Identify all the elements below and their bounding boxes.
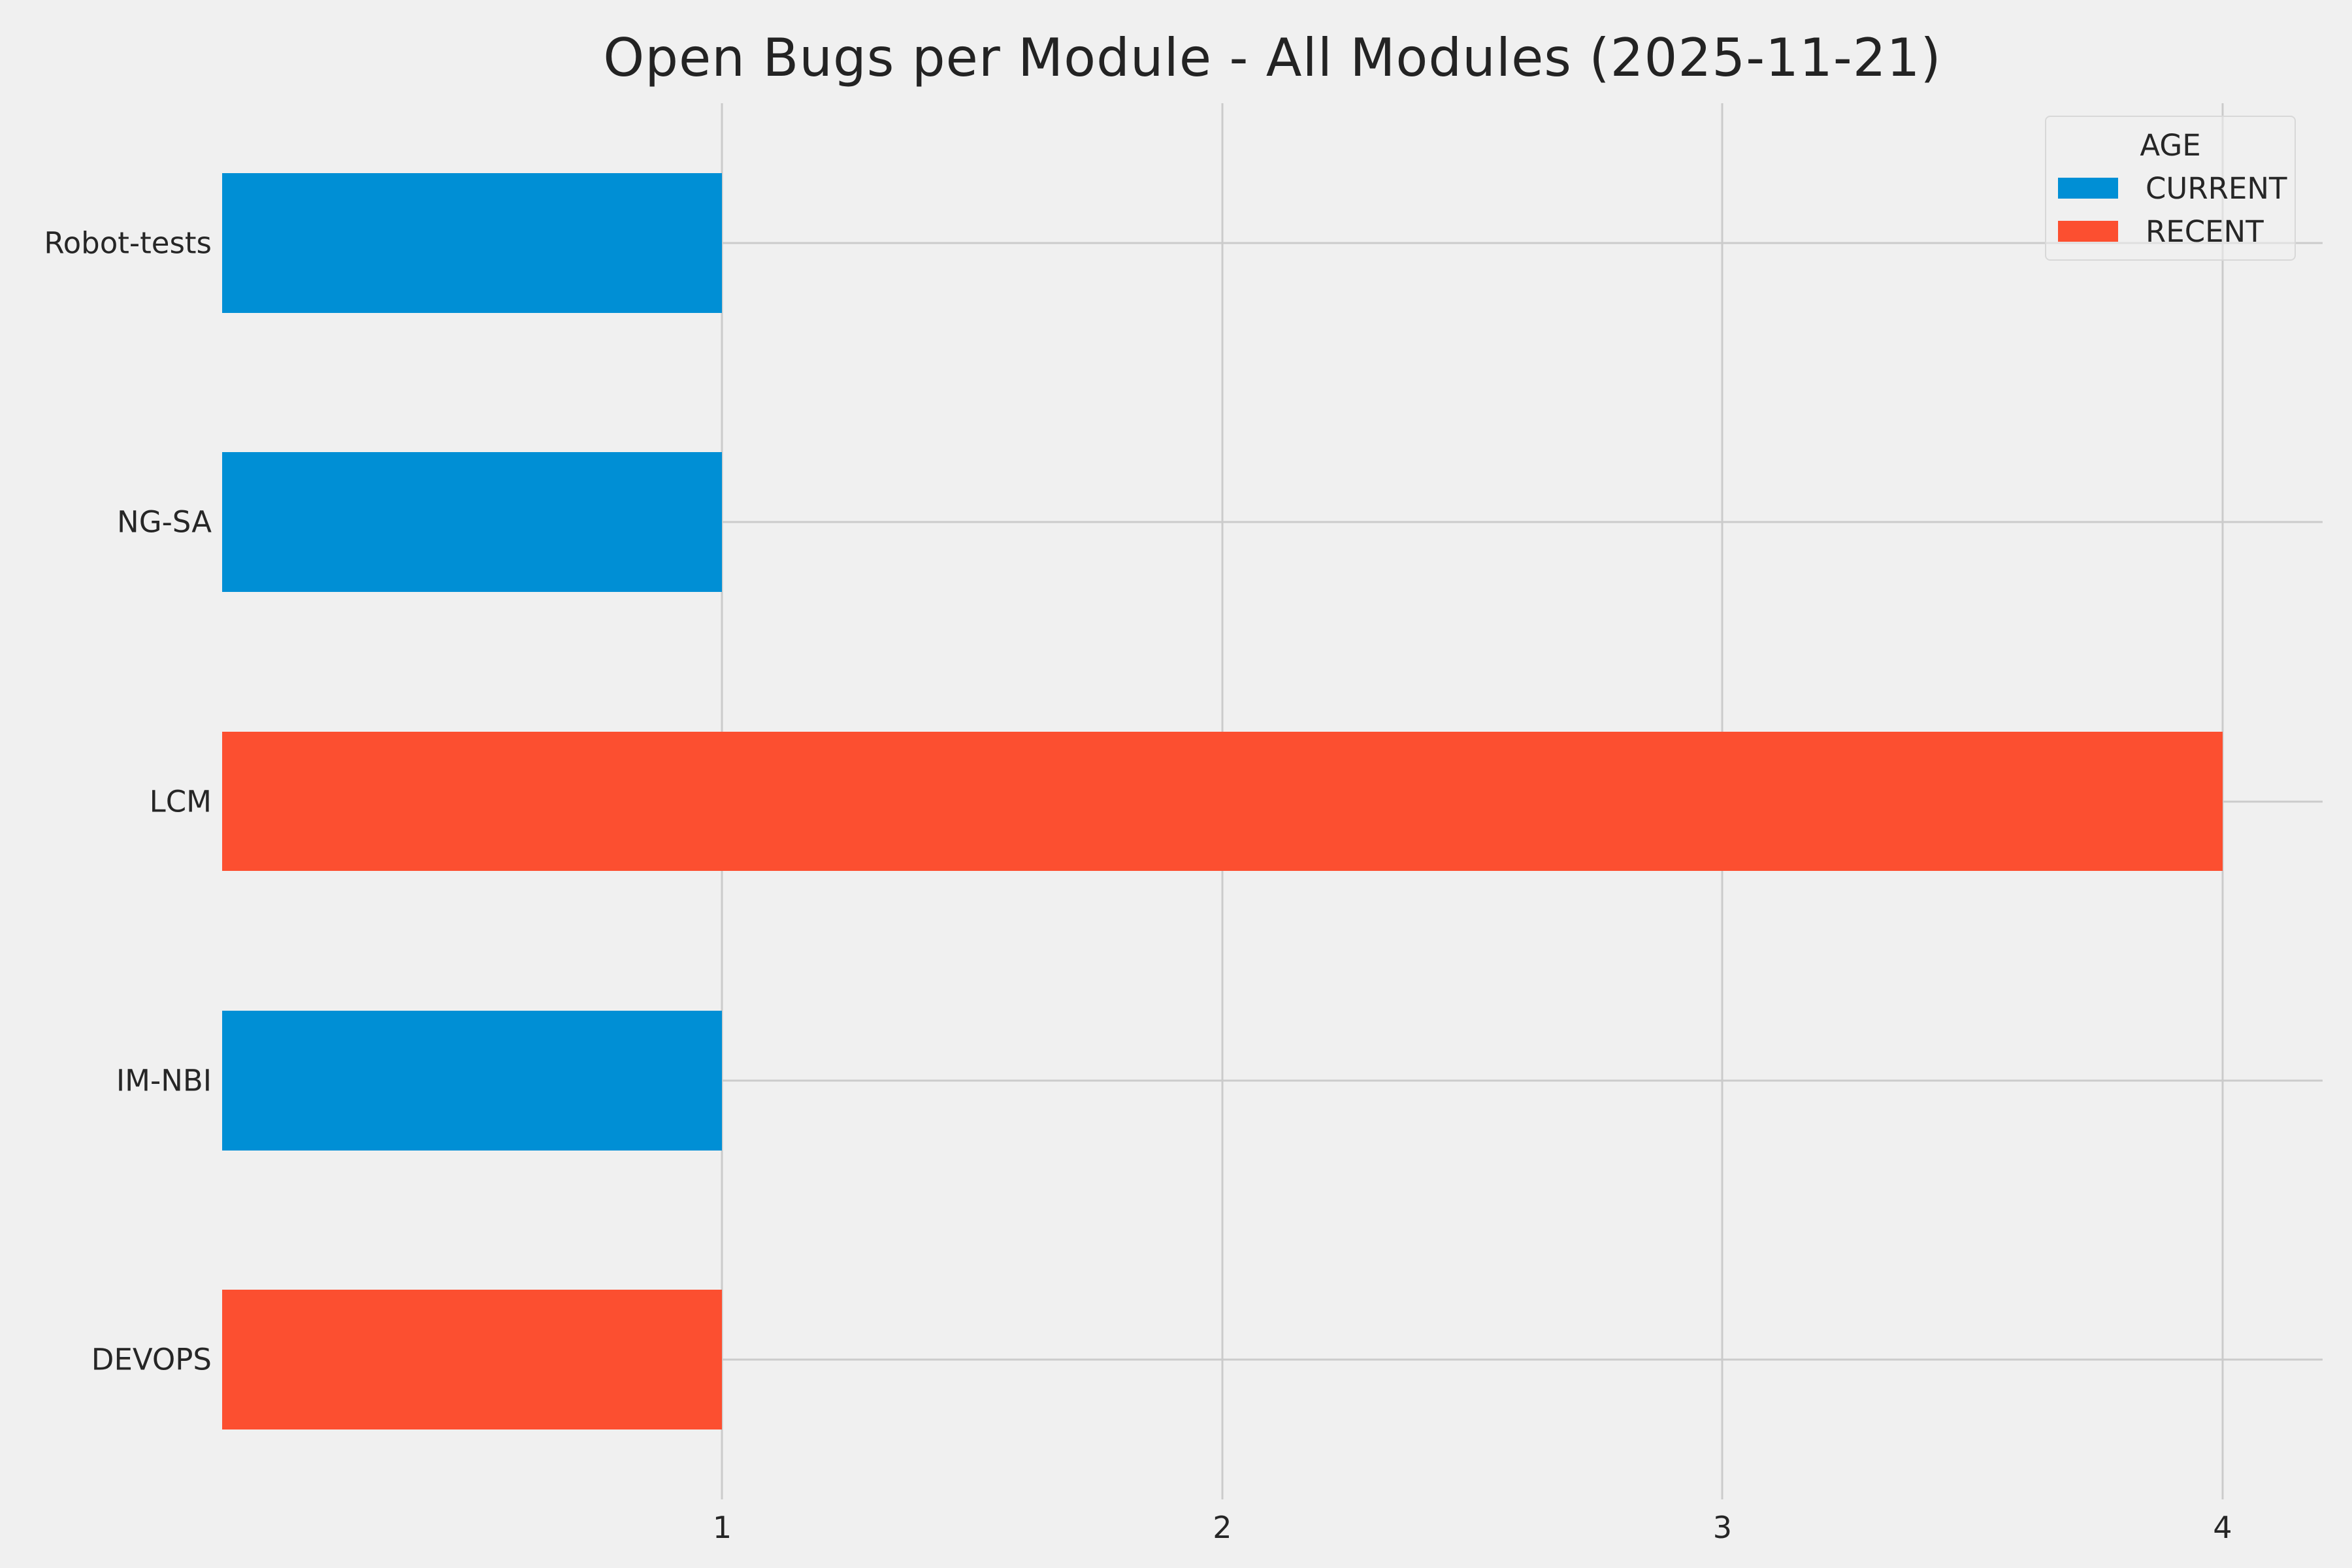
legend-entry-current: CURRENT: [2046, 171, 2295, 206]
y-axis-label: DEVOPS: [91, 1342, 212, 1377]
x-tick-label: 3: [1712, 1510, 1733, 1545]
y-axis-label: NG-SA: [117, 504, 212, 540]
bar-im-nbi: [222, 1011, 723, 1151]
bar-lcm: [222, 731, 2223, 872]
bar-devops: [222, 1290, 723, 1430]
legend-entry-recent: RECENT: [2046, 214, 2295, 249]
bar-robot-tests: [222, 172, 723, 313]
bar-ng-sa: [222, 452, 723, 592]
legend-label: CURRENT: [2146, 171, 2287, 206]
x-tick-label: 4: [2213, 1510, 2232, 1545]
axes: 1 2 3 4 Robot-tests NG-SA LCM IM-NBI DEVOPS: [44, 103, 2323, 1545]
x-tick-label: 2: [1213, 1510, 1232, 1545]
chart-title: Open Bugs per Module - All Modules (2025…: [603, 27, 1942, 88]
y-axis-label: LCM: [149, 784, 212, 819]
legend-label: RECENT: [2146, 214, 2264, 249]
y-axis-label: IM-NBI: [116, 1063, 212, 1098]
horizontal-gridline: [222, 521, 2323, 523]
legend-swatch-icon: [2058, 178, 2118, 199]
legend-title: AGE: [2140, 127, 2201, 163]
legend-swatch-icon: [2058, 221, 2118, 242]
horizontal-gridline: [222, 1358, 2323, 1361]
x-tick-label: 1: [712, 1510, 732, 1545]
legend: AGE CURRENT RECENT: [2045, 116, 2296, 261]
horizontal-gridline: [222, 242, 2323, 244]
horizontal-gridline: [222, 1079, 2323, 1082]
y-axis-label: Robot-tests: [44, 225, 212, 261]
